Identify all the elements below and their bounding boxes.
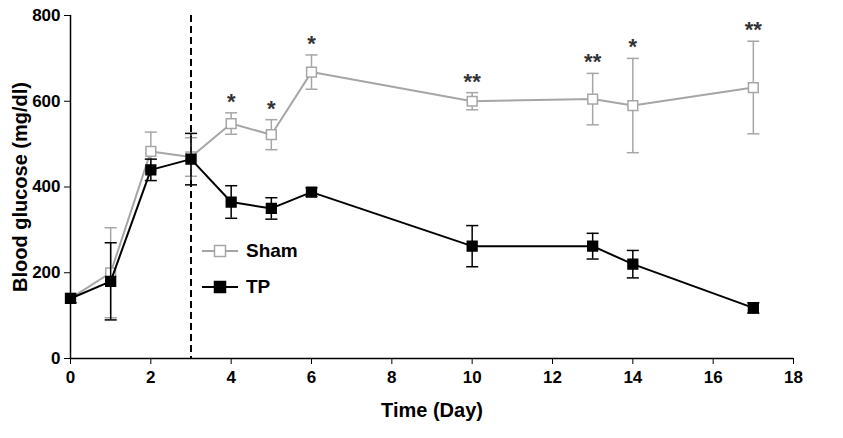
svg-text:*: * xyxy=(629,34,638,59)
svg-text:600: 600 xyxy=(32,92,60,111)
svg-text:*: * xyxy=(227,89,236,114)
svg-text:Blood glucose (mg/dl): Blood glucose (mg/dl) xyxy=(9,82,31,292)
html-text:TP: TP xyxy=(246,276,271,297)
svg-text:6: 6 xyxy=(307,368,316,387)
svg-text:200: 200 xyxy=(32,263,60,282)
svg-text:400: 400 xyxy=(32,177,60,196)
svg-text:*: * xyxy=(307,31,316,56)
svg-text:2: 2 xyxy=(146,368,155,387)
svg-text:12: 12 xyxy=(543,368,562,387)
html-text:Sham: Sham xyxy=(246,240,298,261)
svg-text:**: ** xyxy=(745,17,763,42)
svg-text:*: * xyxy=(267,96,276,121)
svg-text:0: 0 xyxy=(66,368,75,387)
svg-text:Time (Day): Time (Day) xyxy=(381,399,483,421)
svg-text:16: 16 xyxy=(704,368,723,387)
svg-text:10: 10 xyxy=(463,368,482,387)
svg-text:800: 800 xyxy=(32,6,60,25)
svg-text:**: ** xyxy=(584,49,602,74)
svg-text:8: 8 xyxy=(387,368,396,387)
svg-text:**: ** xyxy=(464,69,482,94)
svg-text:14: 14 xyxy=(623,368,642,387)
svg-text:0: 0 xyxy=(51,349,60,368)
svg-text:18: 18 xyxy=(784,368,803,387)
svg-text:4: 4 xyxy=(226,368,236,387)
